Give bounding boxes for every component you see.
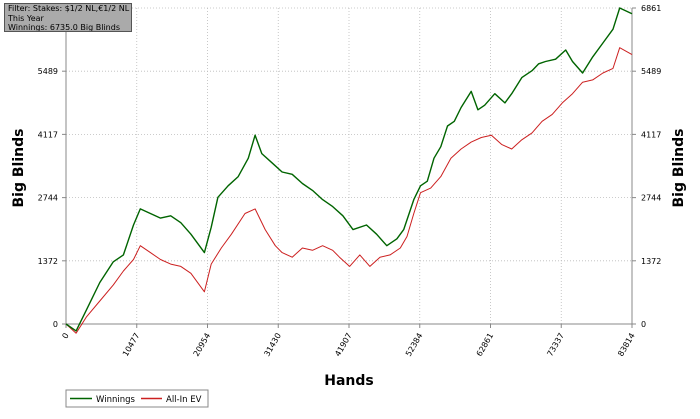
filter-info-box: Filter: Stakes: $1/2 NL,€1/2 NL This Yea…	[4, 3, 132, 32]
y-tick-label-right: 5489	[641, 67, 661, 76]
x-tick-label: 62861	[475, 332, 496, 359]
x-tick-label: 73337	[545, 332, 566, 359]
series-line-allin-ev	[65, 47, 633, 334]
filter-line-winnings: Winnings: 6735.0 Big Blinds	[8, 23, 120, 32]
x-tick-label: 41907	[333, 332, 354, 359]
x-tick-label: 31430	[262, 332, 283, 359]
y-tick-label-left: 0	[53, 320, 58, 329]
x-axis-title: Hands	[324, 373, 374, 389]
x-tick-label: 20954	[192, 332, 213, 359]
x-tick-label: 0	[60, 332, 70, 341]
legend-label-winnings: Winnings	[96, 395, 135, 405]
plot-area	[66, 8, 632, 324]
legend: Winnings All-In EV	[65, 389, 209, 408]
filter-line-stakes: Filter: Stakes: $1/2 NL,€1/2 NL	[8, 4, 130, 13]
y-tick-label-left: 4117	[38, 130, 58, 139]
x-tick-label: 10477	[121, 332, 142, 359]
legend-label-allin-ev: All-In EV	[166, 395, 202, 405]
series-layer	[65, 7, 633, 334]
grid-layer	[66, 7, 632, 324]
y-axis-title-left: Big Blinds	[11, 129, 27, 208]
legend-box	[65, 389, 209, 408]
x-tick-label: 83814	[616, 332, 637, 359]
x-tick-label: 52384	[404, 332, 425, 359]
y-tick-label-right: 1372	[641, 257, 661, 266]
y-tick-label-right: 6861	[641, 4, 661, 13]
y-tick-label-left: 1372	[38, 257, 58, 266]
y-tick-label-left: 2744	[38, 194, 58, 203]
filter-line-period: This Year	[8, 13, 44, 23]
series-line-winnings	[65, 7, 633, 332]
y-axis-title-right: Big Blinds	[671, 129, 687, 208]
y-tick-label-right: 4117	[641, 130, 661, 139]
y-tick-label-right: 0	[641, 320, 646, 329]
y-tick-label-right: 2744	[641, 194, 661, 203]
y-tick-label-left: 5489	[38, 67, 58, 76]
